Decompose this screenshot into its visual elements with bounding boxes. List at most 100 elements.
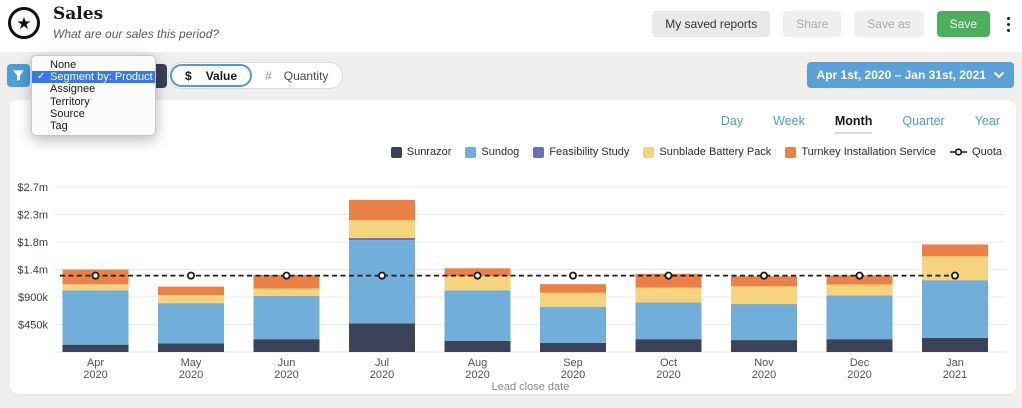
bar-segment-turnkey-installation-service[interactable] (635, 273, 702, 288)
bar-segment-sunrazor[interactable] (826, 339, 893, 352)
save-button[interactable]: Save (936, 11, 990, 37)
x-tick-year: 2020 (179, 369, 203, 381)
x-tick-year: 2021 (943, 369, 967, 381)
bar-segment-sunblade-battery-pack[interactable] (540, 292, 606, 307)
tab-month[interactable]: Month (834, 114, 873, 134)
bar-segment-sunrazor[interactable] (540, 342, 606, 352)
bar-segment-turnkey-installation-service[interactable] (253, 275, 320, 289)
y-tick-label: $2.3m (17, 210, 48, 222)
segment-by-dropdown-menu: None ✓ Segment by: Product Assignee Territor… (31, 55, 156, 137)
bar-segment-turnkey-installation-service[interactable] (731, 276, 797, 287)
x-tick-year: 2020 (465, 369, 489, 381)
legend-label: Quota (972, 146, 1002, 158)
y-tick-label: $1.4m (17, 265, 48, 277)
quota-marker[interactable] (91, 271, 100, 280)
bar-segment-sunblade-battery-pack[interactable] (922, 256, 988, 281)
quota-marker[interactable] (377, 271, 386, 280)
quota-marker-icon (950, 148, 968, 156)
bar-segment-sunblade-battery-pack[interactable] (158, 295, 224, 304)
bar-segment-turnkey-installation-service[interactable] (540, 284, 606, 293)
bar-segment-sundog[interactable] (253, 295, 320, 340)
quota-marker[interactable] (186, 271, 195, 280)
quota-marker[interactable] (473, 271, 482, 280)
bar-segment-sunblade-battery-pack[interactable] (635, 287, 702, 303)
legend-item-sunblade-battery-pack[interactable]: Sunblade Battery Pack (643, 146, 771, 158)
menu-item-none[interactable]: None (50, 59, 77, 71)
quota-marker[interactable] (282, 271, 291, 280)
x-tick-month: Sep (563, 357, 583, 369)
bar-segment-sunrazor[interactable] (731, 340, 797, 352)
x-tick-month: Apr (87, 357, 104, 369)
legend-label: Sundog (481, 146, 520, 158)
granularity-tabs: Day Week Month Quarter Year (721, 114, 1000, 134)
bar-segment-sundog[interactable] (635, 302, 702, 340)
quota-marker[interactable] (951, 271, 960, 280)
bar-segment-sunblade-battery-pack[interactable] (62, 284, 129, 291)
bar-segment-sunblade-battery-pack[interactable] (731, 286, 797, 305)
menu-item-assignee[interactable]: Assignee (50, 83, 96, 96)
bar-segment-sunblade-battery-pack[interactable] (349, 220, 415, 239)
menu-item-territory[interactable]: Territory (50, 95, 90, 108)
legend-item-sundog[interactable]: Sundog (465, 146, 519, 158)
quota-marker[interactable] (569, 271, 578, 280)
bar-segment-sunrazor[interactable] (158, 343, 224, 352)
quota-marker[interactable] (664, 271, 673, 280)
bar-segment-turnkey-installation-service[interactable] (826, 275, 893, 285)
menu-item-segment-by-product[interactable]: ✓ Segment by: Product (32, 71, 155, 84)
bar-segment-sunrazor[interactable] (349, 323, 415, 352)
tab-year[interactable]: Year (974, 114, 1000, 128)
funnel-icon (12, 70, 25, 82)
page-title: Sales (53, 4, 104, 24)
x-tick-year: 2020 (561, 369, 585, 381)
bar-segment-sundog[interactable] (922, 280, 988, 338)
bar-segment-sunblade-battery-pack[interactable] (253, 288, 320, 296)
legend-item-feasibility-study[interactable]: Feasibility Study (533, 146, 629, 158)
bar-segment-sunrazor[interactable] (922, 337, 988, 352)
bar-segment-sunrazor[interactable] (444, 341, 511, 352)
save-as-button[interactable]: Save as (854, 11, 924, 37)
bar-segment-sundog[interactable] (158, 303, 224, 344)
bar-segment-feasibility-study[interactable] (349, 238, 415, 241)
legend-item-turnkey-installation-service[interactable]: Turnkey Installation Service (785, 146, 936, 158)
bar-segment-sundog[interactable] (731, 304, 797, 341)
bar-segment-sunblade-battery-pack[interactable] (444, 276, 511, 291)
share-button[interactable]: Share (783, 11, 842, 37)
x-tick-month: Nov (754, 357, 774, 369)
date-range-button[interactable]: Apr 1st, 2020 – Jan 31st, 2021 (806, 62, 1014, 88)
top-actions: My saved reports Share Save as Save (652, 11, 1014, 37)
bar-segment-sundog[interactable] (540, 306, 606, 343)
bar-segment-sunrazor[interactable] (62, 344, 129, 352)
bar-segment-turnkey-installation-service[interactable] (922, 244, 988, 257)
tab-day[interactable]: Day (720, 114, 744, 128)
bar-segment-sunrazor[interactable] (635, 339, 702, 352)
bar-segment-sundog[interactable] (349, 240, 415, 324)
my-saved-reports-button[interactable]: My saved reports (652, 11, 771, 37)
quota-marker[interactable] (855, 271, 864, 280)
bar-segment-sundog[interactable] (826, 295, 893, 340)
metric-option-value[interactable]: $ Value (170, 64, 253, 87)
bar-segment-sundog[interactable] (62, 290, 129, 345)
bar-segment-turnkey-installation-service[interactable] (349, 199, 415, 220)
legend-label: Sunblade Battery Pack (659, 146, 772, 158)
tab-quarter[interactable]: Quarter (902, 114, 945, 128)
y-tick-label: $2.7m (17, 182, 48, 194)
menu-item-source[interactable]: Source (50, 107, 85, 120)
x-tick-month: Jan (946, 357, 964, 369)
kebab-menu-icon[interactable] (1003, 15, 1014, 34)
legend-item-sunrazor[interactable]: Sunrazor (390, 146, 451, 158)
metric-option-quantity[interactable]: # Quantity (252, 64, 341, 87)
metric-symbol: $ (185, 68, 192, 83)
quota-marker[interactable] (760, 271, 769, 280)
bar-segment-turnkey-installation-service[interactable] (158, 286, 224, 296)
tab-week[interactable]: Week (773, 114, 805, 128)
x-tick-month: Oct (660, 357, 677, 369)
filter-button[interactable] (7, 64, 30, 87)
bar-segment-sunrazor[interactable] (253, 339, 320, 352)
x-tick-year: 2020 (83, 369, 107, 381)
legend-swatch (390, 146, 402, 158)
bar-segment-sunblade-battery-pack[interactable] (826, 284, 893, 296)
menu-item-tag[interactable]: Tag (50, 120, 68, 133)
bar-segment-sundog[interactable] (444, 290, 511, 341)
legend-item-quota[interactable]: Quota (950, 146, 1002, 158)
